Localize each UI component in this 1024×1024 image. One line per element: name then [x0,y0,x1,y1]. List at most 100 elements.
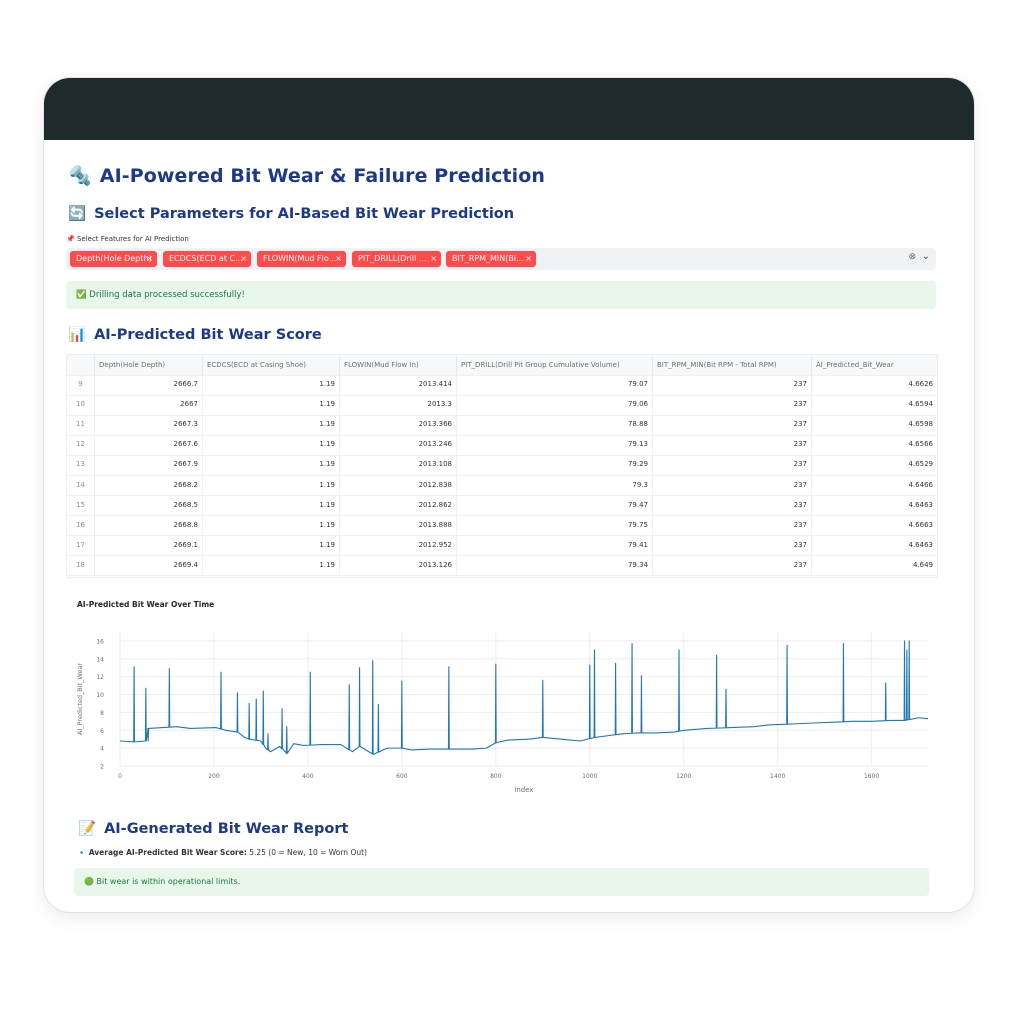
feature-select-label-text: Select Features for AI Prediction [76,235,189,243]
table-cell: 2013.126 [340,555,457,576]
table-row[interactable]: 15 2668.5 1.19 2012.862 79.47 237 4.6463 [67,495,937,517]
app-header-bar [44,78,974,140]
feature-chip[interactable]: Depth(Hole Depth) × [70,251,157,267]
column-header[interactable]: FLOWIN(Mud Flow In) [340,355,457,375]
section-report-heading: 📝 AI-Generated Bit Wear Report [78,820,348,837]
table-row[interactable]: 14 2668.2 1.19 2012.838 79.3 237 4.6466 [67,475,937,496]
table-cell: 4.649 [912,560,933,569]
table-row[interactable]: 12 2667.6 1.19 2013.246 79.13 237 4.6566 [67,435,937,456]
table-cell: 1.19 [203,555,340,576]
table-cell: 4.6463 [908,500,934,509]
table-cell: 79.29 [457,455,653,475]
table-row[interactable]: 11 2667.3 1.19 2013.366 78.88 237 4.6598 [67,415,937,436]
row-index: 12 [67,435,95,455]
page-title: 🔩 AI-Powered Bit Wear & Failure Predictio… [68,164,545,187]
section-report-text: AI-Generated Bit Wear Report [104,821,349,837]
feature-chip[interactable]: PIT_DRILL(Drill ... × [352,251,441,267]
section-predicted-text: AI-Predicted Bit Wear Score [94,327,322,343]
x-tick-label: 800 [490,773,502,780]
feature-chip[interactable]: FLOWIN(Mud Flo... × [257,251,346,267]
table-cell: 237 [653,395,812,415]
column-header[interactable] [67,355,95,375]
table-cell: 4.6529 [908,460,934,469]
table-cell: 79.06 [457,395,653,415]
table-cell: 2668.5 [95,495,203,516]
table-cell: 79.07 [457,375,653,395]
table-cell: 4.6466 [908,480,934,489]
table-cell: 237 [653,555,812,576]
x-tick-label: 1000 [582,773,597,780]
table-cell: 237 [653,415,812,435]
section-select-heading: 🔄 Select Parameters for AI-Based Bit Wear… [68,205,514,222]
table-cell: 2013.246 [340,435,457,455]
table-cell: 237 [653,475,812,495]
chart-title: AI-Predicted Bit Wear Over Time [77,600,215,609]
x-tick-label: 1200 [676,773,691,780]
table-cell: 237 [653,515,812,536]
bit-wear-line-chart[interactable]: 2 4 6 8 10 12 14 16 0 200 400 600 800 1000 1200 1400 160… [72,624,932,824]
feature-chip-label: FLOWIN(Mud Flo... [263,254,337,263]
chip-remove-icon[interactable]: × [335,254,342,263]
table-row[interactable]: 13 2667.9 1.19 2013.108 79.29 237 4.6529 [67,455,937,476]
table-cell: 2013.366 [340,415,457,435]
table-row[interactable]: 16 2668.8 1.19 2013.888 79.75 237 4.6663 [67,515,937,537]
table-cell: 2668.8 [95,515,203,536]
y-tick-label: 10 [96,692,104,699]
chevron-down-icon[interactable]: ⌄ [921,251,930,262]
table-cell: 79.41 [457,535,653,556]
row-index: 14 [67,475,95,495]
chip-remove-icon[interactable]: × [525,254,532,263]
table-cell: 2669.1 [95,535,203,556]
table-row[interactable]: 10 2667 1.19 2013.3 79.06 237 4.6594 [67,395,937,416]
success-alert-text: Drilling data processed successfully! [89,290,245,300]
status-alert-text: Bit wear is within operational limits. [96,877,241,886]
data-table[interactable]: Depth(Hole Depth) ECDCS(ECD at Casing Sh… [66,354,938,578]
table-row[interactable]: 17 2669.1 1.19 2012.952 79.41 237 4.6463 [67,535,937,557]
table-cell: 2013.414 [340,375,457,395]
status-alert: 🟢 Bit wear is within operational limits. [74,868,929,896]
column-header[interactable]: BIT_RPM_MIN(Bit RPM - Total RPM) [653,355,812,375]
table-cell: 2667.6 [95,435,203,455]
bolt-icon: 🔩 [68,165,92,187]
table-cell: 79.47 [457,495,653,516]
diamond-icon: 🔹 [77,848,87,857]
column-header[interactable]: AI_Predicted_Bit_Wear [816,361,894,369]
table-cell: 1.19 [203,515,340,536]
feature-chip-label: ECDCS(ECD at C... [169,254,243,263]
clear-all-icon[interactable]: ⊗ [908,252,916,262]
x-axis-label: index [514,786,533,794]
feature-chip[interactable]: BIT_RPM_MIN(Bi... × [446,251,536,267]
y-tick-label: 2 [100,764,104,771]
bar-chart-icon: 📊 [68,327,87,343]
table-cell: 2669.4 [95,555,203,576]
table-cell: 79.13 [457,435,653,455]
table-row[interactable]: 9 2666.7 1.19 2013.414 79.07 237 4.6626 [67,375,937,396]
feature-chip-label: PIT_DRILL(Drill ... [358,254,427,263]
feature-multiselect[interactable]: Depth(Hole Depth) × ECDCS(ECD at C... × … [66,248,936,270]
table-cell: 4.6598 [908,420,934,429]
feature-chip[interactable]: ECDCS(ECD at C... × [163,251,251,267]
y-axis-label: AI_Predicted_Bit_Wear [76,663,84,735]
memo-icon: 📝 [78,821,97,837]
table-cell: 79.3 [457,475,653,495]
column-header[interactable]: PIT_DRILL(Drill Pit Group Cumulative Vol… [457,355,653,375]
chip-remove-icon[interactable]: × [240,254,247,263]
column-header[interactable]: ECDCS(ECD at Casing Shoe) [203,355,340,375]
row-index: 11 [67,415,95,435]
main-content: 🔩 AI-Powered Bit Wear & Failure Predictio… [44,140,974,912]
y-tick-label: 8 [100,710,104,717]
average-score-label: Average AI-Predicted Bit Wear Score: [88,848,247,857]
chip-remove-icon[interactable]: × [146,254,153,263]
table-cell: 1.19 [203,375,340,395]
table-row[interactable]: 18 2669.4 1.19 2013.126 79.34 237 4.649 [67,555,937,577]
feature-select-label: 📌 Select Features for AI Prediction [66,235,189,243]
chip-remove-icon[interactable]: × [430,254,437,263]
refresh-icon: 🔄 [68,206,87,222]
table-cell: 4.6463 [908,540,934,549]
column-header[interactable]: Depth(Hole Depth) [95,355,203,375]
table-cell: 2012.862 [340,495,457,516]
table-cell: 237 [653,435,812,455]
table-cell: 4.6566 [908,440,934,449]
table-cell: 4.6626 [908,380,934,388]
table-cell: 78.88 [457,415,653,435]
